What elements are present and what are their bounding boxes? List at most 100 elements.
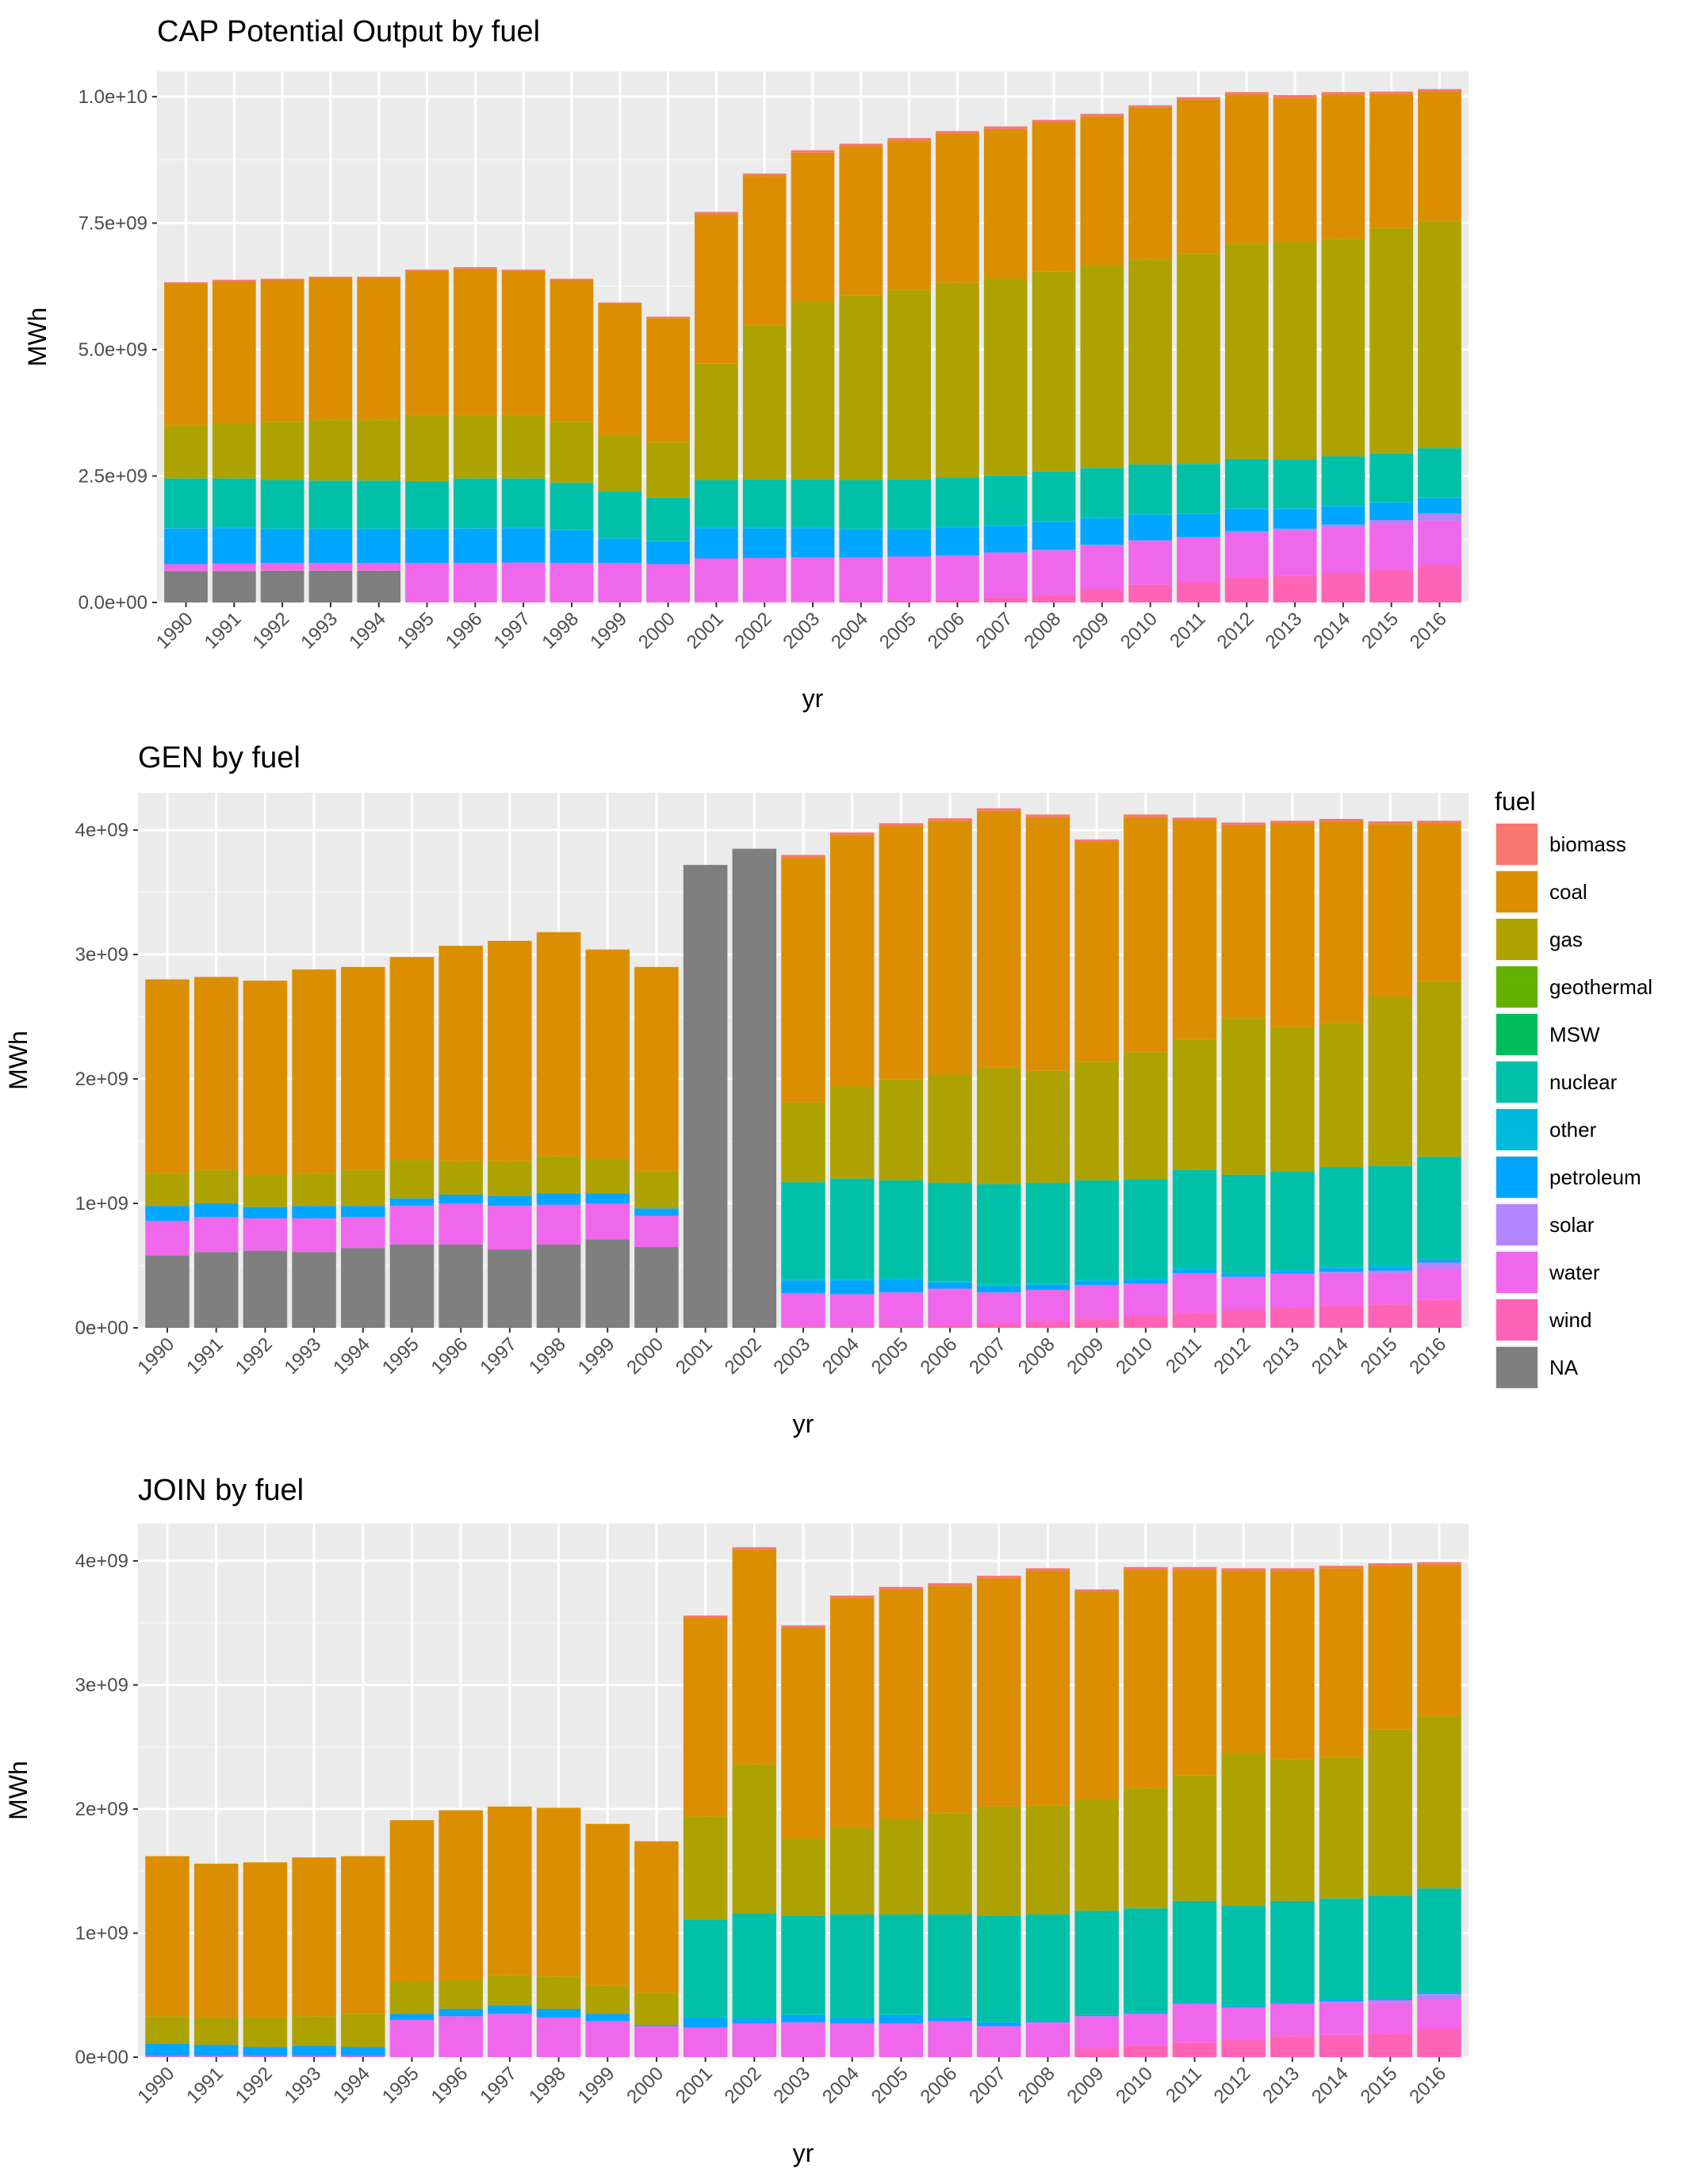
bar-segment-water-2000 <box>634 1215 679 1247</box>
bar-segment-petroleum-1998 <box>536 1193 581 1205</box>
x-tick-label: 2005 <box>867 2063 913 2108</box>
bar-segment-coal-2004 <box>839 146 883 296</box>
bar-segment-biomass-2014 <box>1321 92 1365 95</box>
bar-segment-coal-2006 <box>928 1585 972 1813</box>
x-tick-label: 1997 <box>476 1333 521 1379</box>
bar-segment-coal-2007 <box>977 1578 1021 1807</box>
bar-segment-na-2001 <box>683 865 728 1328</box>
x-tick-label: 2007 <box>965 1333 1010 1379</box>
bar-segment-water-2015 <box>1368 1272 1413 1305</box>
x-tick-label: 2000 <box>622 2063 668 2108</box>
bar-segment-petroleum-1995 <box>389 2014 435 2021</box>
x-tick-label: 2012 <box>1210 1333 1255 1379</box>
bar-segment-na-1992 <box>243 1250 288 1328</box>
bar-segment-wind-2014 <box>1321 572 1365 602</box>
bar-segment-biomass-1991 <box>212 279 256 281</box>
bar-segment-na-2002 <box>732 848 777 1328</box>
legend-title: fuel <box>1495 787 1536 816</box>
bar-segment-wind-2008 <box>1032 595 1076 602</box>
x-tick-label: 2016 <box>1405 2063 1450 2108</box>
bar-segment-biomass-1993 <box>308 277 353 278</box>
bar-segment-gas-2006 <box>928 1812 972 1915</box>
bar-segment-coal-2013 <box>1270 1570 1315 1760</box>
bar-segment-coal-1990 <box>145 979 190 1174</box>
bar-segment-biomass-2016 <box>1418 89 1461 92</box>
bar-segment-other-2004 <box>829 1279 875 1281</box>
bar-segment-wind-2015 <box>1368 1304 1413 1328</box>
bar-segment-wind-2003 <box>781 1326 825 1328</box>
bar-segment-gas-1999 <box>585 1985 630 2014</box>
bar-segment-petroleum-2016 <box>1417 1260 1461 1263</box>
bar-segment-gas-2007 <box>977 1067 1021 1184</box>
x-tick-label: 2009 <box>1063 2063 1109 2108</box>
bar-segment-biomass-2006 <box>936 131 979 134</box>
bar-segment-water-2009 <box>1080 545 1124 591</box>
bar-segment-gas-2016 <box>1417 981 1461 1157</box>
bar-segment-coal-2014 <box>1321 94 1365 239</box>
bar-segment-gas-2015 <box>1368 996 1413 1166</box>
bar-segment-petroleum-2009 <box>1074 1281 1119 1285</box>
bar-segment-gas-2000 <box>634 1171 679 1209</box>
x-tick-label: 1999 <box>574 1333 619 1379</box>
bar-segment-petroleum-1996 <box>453 528 497 564</box>
bar-segment-water-2005 <box>879 2023 924 2057</box>
bar-segment-wind-1991 <box>212 570 256 572</box>
x-tick-label: 1994 <box>329 1333 374 1379</box>
x-tick-label: 2004 <box>818 1333 864 1379</box>
bar-segment-gas-1994 <box>341 2014 385 2048</box>
bar-segment-coal-1999 <box>585 1823 630 1986</box>
bar-segment-wind-2007 <box>977 1323 1021 1328</box>
legend-label-solar: solar <box>1549 1213 1595 1237</box>
x-tick-label: 2016 <box>1405 1333 1450 1379</box>
bar-segment-gas-1993 <box>292 2016 336 2046</box>
bar-segment-wind-2012 <box>1224 577 1269 602</box>
bar-segment-nuclear-1991 <box>212 478 256 528</box>
bar-segment-water-1996 <box>453 563 497 602</box>
bar-segment-gas-2005 <box>887 289 931 480</box>
bar-segment-other-2002 <box>742 527 787 529</box>
bar-segment-gas-2003 <box>791 301 835 480</box>
bar-segment-water-2014 <box>1319 1272 1364 1306</box>
bar-segment-biomass-2003 <box>781 855 825 858</box>
bar-segment-water-2006 <box>936 556 979 600</box>
bar-segment-coal-1994 <box>357 277 401 420</box>
bar-segment-gas-1993 <box>292 1173 336 1207</box>
bar-segment-na-1997 <box>488 1249 532 1328</box>
legend-label-coal: coal <box>1549 880 1587 904</box>
bar-segment-biomass-2008 <box>1025 1568 1070 1571</box>
y-tick-label: 1e+09 <box>75 1922 128 1944</box>
bar-segment-na-1991 <box>193 1252 239 1328</box>
bar-segment-coal-2000 <box>634 966 679 1172</box>
y-tick-label: 2.5e+09 <box>79 465 147 487</box>
bar-segment-petroleum-1999 <box>585 1193 630 1204</box>
bar-segment-nuclear-2015 <box>1368 1895 1413 1999</box>
bar-segment-water-1994 <box>341 1217 385 1249</box>
bar-segment-biomass-2015 <box>1368 1563 1413 1566</box>
bar-segment-gas-2014 <box>1319 1023 1364 1168</box>
bar-segment-water-2012 <box>1224 532 1269 578</box>
bar-segment-gas-1992 <box>243 2017 288 2048</box>
bar-segment-other-1990 <box>164 528 208 529</box>
bar-segment-coal-1992 <box>243 1862 288 2018</box>
legend-label-biomass: biomass <box>1549 832 1626 856</box>
bar-segment-na-1994 <box>341 1248 385 1328</box>
x-tick-label: 1992 <box>232 1333 277 1379</box>
bar-segment-na-1993 <box>292 1252 336 1328</box>
bar-segment-water-2011 <box>1172 2003 1217 2043</box>
bar-segment-coal-2011 <box>1177 99 1220 254</box>
bar-segment-nuclear-2010 <box>1124 1908 1168 2013</box>
bar-segment-coal-2006 <box>936 133 979 283</box>
bar-segment-water-1992 <box>243 1218 288 1251</box>
bar-segment-water-2000 <box>634 2025 679 2057</box>
bar-segment-coal-1999 <box>585 949 630 1159</box>
bar-segment-petroleum-1998 <box>536 2008 581 2018</box>
bar-segment-coal-2016 <box>1418 91 1461 221</box>
bar-segment-nuclear-2016 <box>1418 448 1461 498</box>
x-tick-label: 1990 <box>152 608 197 653</box>
x-tick-label: 1998 <box>525 1333 570 1379</box>
bar-segment-solar-2011 <box>1177 537 1220 538</box>
bar-segment-water-1991 <box>212 563 256 571</box>
bar-segment-biomass-1992 <box>260 278 304 281</box>
y-tick-label: 3e+09 <box>75 1674 128 1696</box>
x-tick-label: 2002 <box>721 2063 766 2108</box>
